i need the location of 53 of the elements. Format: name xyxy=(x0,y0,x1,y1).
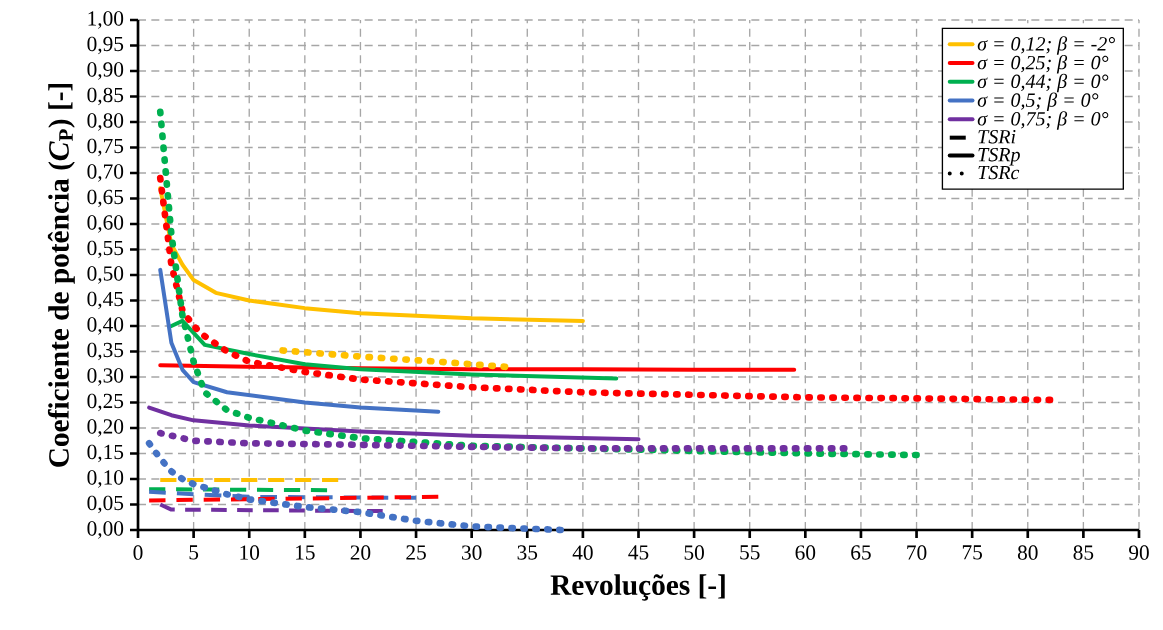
legend-label: TSRp xyxy=(978,147,1020,166)
legend-label: σ = 0,25; β = 0° xyxy=(977,55,1109,74)
line-series xyxy=(158,267,441,414)
legend-label: σ = 0,44; β = 0° xyxy=(977,73,1109,93)
y-tick-label: 0,65 xyxy=(87,189,124,208)
x-tick-label: 20 xyxy=(350,545,371,560)
legend-label: σ = 0,5; β = 0° xyxy=(977,92,1099,111)
x-tick-label: 5 xyxy=(189,545,199,560)
y-tick-label: 0,55 xyxy=(87,240,124,259)
y-tick-label: 0,85 xyxy=(87,87,124,106)
x-tick-label: 65 xyxy=(851,545,871,560)
y-tick-label: 0,40 xyxy=(87,317,124,335)
x-tick-label: 45 xyxy=(628,545,649,560)
legend-label: TSRc xyxy=(978,165,1020,180)
y-tick-label: 0,25 xyxy=(87,393,124,412)
x-tick-label: 30 xyxy=(462,545,482,560)
legend-label: σ = 0,75; β = 0° xyxy=(977,111,1109,130)
y-axis-title: Coeficiente de potência (C$_{P}$) [-] xyxy=(47,83,75,467)
y-tick-label: 0,05 xyxy=(87,495,124,514)
x-tick-label: 60 xyxy=(795,545,816,560)
line-series xyxy=(169,318,619,381)
y-tick-label: 0,70 xyxy=(87,164,124,182)
y-tick-label: 0,60 xyxy=(87,215,124,233)
x-tick-label: 80 xyxy=(1017,545,1038,560)
legend-label: TSRi xyxy=(978,130,1016,144)
y-tick-label: 0,30 xyxy=(87,368,124,386)
x-tick-label: 70 xyxy=(907,545,927,560)
legend-label: σ = 0,12; β = -2° xyxy=(977,36,1115,55)
y-tick-label: 1,00 xyxy=(88,11,124,29)
y-tick-label: 0,00 xyxy=(87,521,124,539)
y-tick-label: 0,50 xyxy=(87,266,124,284)
x-tick-label: 85 xyxy=(1073,545,1094,560)
x-tick-label: 75 xyxy=(962,545,982,560)
x-tick-label: 50 xyxy=(684,545,704,560)
x-tick-label: 25 xyxy=(406,545,426,560)
y-tick-label: 0,45 xyxy=(87,291,124,310)
y-tick-label: 0,15 xyxy=(87,444,124,463)
x-tick-label: 90 xyxy=(1129,545,1149,560)
y-tick-label: 0,75 xyxy=(87,138,124,157)
y-tick-label: 0,90 xyxy=(87,62,124,80)
y-tick-label: 0,80 xyxy=(87,113,124,131)
x-tick-label: 35 xyxy=(517,545,538,560)
y-tick-label: 0,95 xyxy=(87,36,124,55)
line-series xyxy=(147,405,641,442)
x-tick-label: 0 xyxy=(133,545,143,560)
x-tick-label: 15 xyxy=(296,545,315,560)
x-axis-title: Revoluções [-] xyxy=(550,574,725,601)
x-tick-label: 40 xyxy=(572,545,593,560)
x-tick-label: 55 xyxy=(740,545,760,560)
x-tick-label: 10 xyxy=(240,545,260,560)
y-tick-label: 0,20 xyxy=(87,419,124,437)
y-tick-label: 0,35 xyxy=(87,342,124,361)
y-tick-label: 0,10 xyxy=(87,470,124,488)
